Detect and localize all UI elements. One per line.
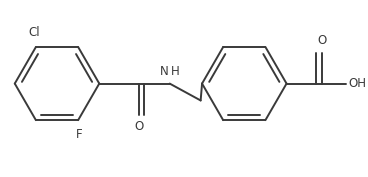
- Text: Cl: Cl: [29, 26, 40, 39]
- Text: O: O: [317, 34, 326, 47]
- Text: OH: OH: [348, 77, 367, 90]
- Text: H: H: [171, 65, 180, 78]
- Text: F: F: [76, 128, 83, 141]
- Text: O: O: [134, 120, 143, 133]
- Text: N: N: [159, 65, 168, 78]
